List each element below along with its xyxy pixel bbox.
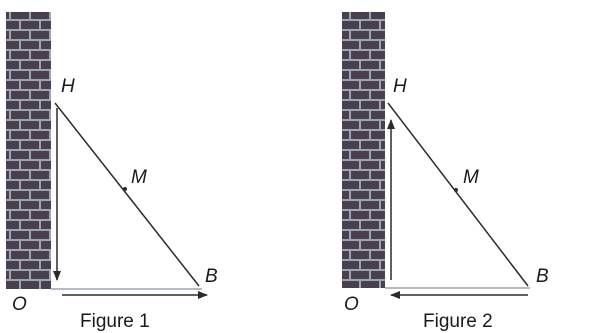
midpoint-m-dot (123, 187, 127, 191)
label-o: O (344, 294, 359, 315)
label-m: M (463, 167, 479, 188)
figure-1: H M B O Figure 1 (6, 12, 218, 332)
midpoint-m-dot (454, 188, 458, 192)
label-o: O (12, 294, 27, 315)
ladder-segment-hb (387, 102, 529, 287)
brick-wall (342, 12, 385, 288)
label-m: M (131, 167, 147, 188)
brick-wall (6, 12, 51, 289)
figure-caption: Figure 2 (423, 311, 493, 332)
label-h: H (393, 76, 407, 97)
ladder-segment-hb (54, 102, 200, 287)
figure-2: H M B O Figure 2 (342, 12, 549, 332)
label-b: B (536, 266, 549, 287)
figure-caption: Figure 1 (80, 311, 150, 332)
label-b: B (205, 266, 218, 287)
label-h: H (61, 76, 75, 97)
